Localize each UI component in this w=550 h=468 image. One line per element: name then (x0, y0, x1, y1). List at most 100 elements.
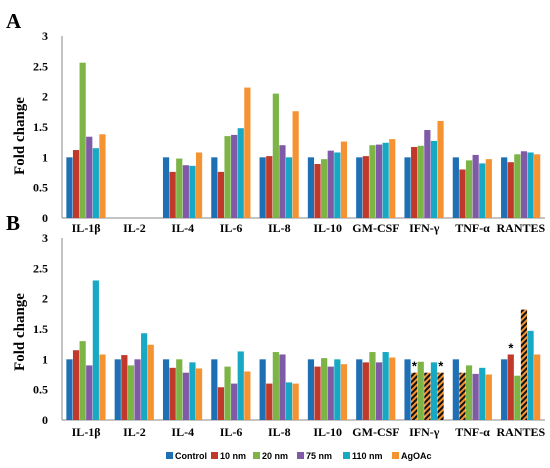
bar-IL4-75nm (182, 372, 189, 420)
bar-RANTES-Control (501, 157, 508, 218)
bar-IFN-AgOAc (437, 120, 444, 218)
x-tick-label: IL-1β (72, 425, 101, 439)
bar-IL6-Control (211, 157, 218, 218)
bar-IL10-AgOAc (340, 364, 348, 420)
panel-b-annotations: * * * (412, 340, 515, 373)
bar-IL6-110nm (237, 351, 244, 420)
legend-swatch (343, 452, 350, 459)
legend-label: 20 nm (262, 451, 288, 461)
bar-IL4-Control (162, 359, 170, 420)
panel-b-y-tick-labels: 0 0.5 1 1.5 2 2.5 3 (33, 231, 48, 427)
bar-IL6-20nm (224, 366, 231, 420)
bar-IL8-AgOAc (292, 383, 299, 420)
bar-IL10-AgOAc (340, 141, 348, 218)
bar-IL8-75nm (279, 354, 286, 420)
bar-TNF-Control (452, 157, 459, 218)
bar-IL1-AgOAc (99, 354, 106, 420)
bar-RANTES-20nm (514, 154, 521, 218)
bar-IFN-Control (404, 359, 411, 420)
bar-GMCSF-20nm (369, 145, 376, 218)
bar-IFN-110nm (430, 362, 438, 420)
bar-IL6-Control (211, 359, 218, 420)
bar-RANTES-AgOAc (534, 354, 541, 420)
y-tick-label: 2.5 (33, 261, 48, 275)
bar-IL1-AgOAc (99, 134, 106, 218)
bar-IL6-10nm (217, 387, 225, 420)
bar-TNF-110nm (479, 367, 486, 420)
bar-IL4-110nm (189, 165, 196, 218)
y-tick-label: 1 (42, 150, 48, 164)
bar-IL1-75nm (86, 365, 93, 420)
bar-IL10-110nm (334, 152, 341, 218)
bar-TNF-AgOAc (485, 374, 492, 420)
x-tick-label: IL-6 (220, 221, 243, 235)
bar-GMCSF-Control (356, 359, 363, 420)
bar-IL2-20nm (127, 365, 135, 420)
panel-b-label: B (6, 211, 20, 235)
bar-IL6-10nm (217, 171, 225, 218)
bar-GMCSF-75nm (375, 144, 383, 218)
bar-IL6-AgOAc (244, 87, 251, 218)
bar-IL8-110nm (285, 382, 293, 420)
y-tick-label: 0 (42, 211, 48, 225)
x-tick-label: IL-10 (313, 425, 342, 439)
bar-RANTES-110nm (527, 152, 534, 218)
x-tick-label: RANTES (497, 425, 546, 439)
y-tick-label: 1.5 (33, 322, 48, 336)
bar-IL8-75nm (279, 145, 286, 218)
bar-IFN-110nm (430, 140, 438, 218)
y-tick-label: 3 (42, 231, 48, 245)
bar-GMCSF-AgOAc (389, 357, 396, 420)
bar-IL8-10nm (266, 156, 273, 218)
bar-IL6-75nm (231, 383, 238, 420)
bar-IL2-Control (114, 359, 121, 420)
bar-IL10-75nm (327, 150, 334, 218)
legend-label: Control (175, 451, 207, 461)
legend-swatch (211, 452, 218, 459)
x-tick-label: IL-8 (268, 221, 291, 235)
bar-IL1-20nm (79, 341, 86, 420)
bar-IL8-110nm (285, 157, 293, 218)
significance-asterisk: * (412, 359, 418, 374)
y-tick-label: 1.5 (33, 120, 48, 134)
bar-GMCSF-Control (356, 157, 363, 218)
bar-IL4-AgOAc (195, 152, 203, 218)
bar-IL1-110nm (92, 280, 99, 420)
bar-IL1-110nm (92, 148, 99, 218)
y-tick-label: 0.5 (33, 383, 48, 397)
x-tick-label: RANTES (497, 221, 546, 235)
legend-swatch (392, 452, 399, 459)
bar-GMCSF-AgOAc (389, 139, 396, 218)
bar-IL10-Control (307, 359, 315, 420)
bar-GMCSF-110nm (382, 142, 389, 218)
bar-IL8-Control (259, 157, 266, 218)
bar-IL10-Control (307, 157, 315, 218)
bar-RANTES-10nm (507, 162, 514, 218)
y-tick-label: 2 (42, 90, 48, 104)
bar-RANTES-20nm (514, 375, 521, 420)
bar-IL6-110nm (237, 128, 244, 218)
bar-IL1-10nm (72, 350, 80, 420)
x-tick-label: IL-6 (220, 425, 243, 439)
bar-RANTES-75nm (520, 151, 528, 218)
bar-IL10-10nm (314, 164, 321, 218)
legend-label: 110 nm (352, 451, 383, 461)
bar-IL8-AgOAc (292, 111, 299, 218)
bar-IL6-20nm (224, 136, 231, 218)
panel-a-ylabel: Fold change (12, 97, 28, 175)
x-tick-label: TNF-α (455, 221, 490, 235)
bar-IL4-10nm (169, 171, 176, 218)
bar-TNF-Control (452, 359, 459, 420)
panel-b-ylabel: Fold change (12, 293, 28, 371)
bar-IFN-10nm (411, 372, 418, 420)
bar-IL1-20nm (79, 62, 86, 218)
panel-a: A Fold change 00.511.522.53 IL-1β IL-2 IL-… (6, 9, 546, 235)
bar-IL8-Control (259, 359, 266, 420)
legend-swatch (166, 452, 173, 459)
x-tick-label: IL-8 (268, 425, 291, 439)
bar-TNF-AgOAc (485, 159, 492, 218)
panel-a-bars (66, 62, 541, 218)
bar-RANTES-75nm (520, 309, 528, 420)
significance-asterisk: * (508, 340, 514, 355)
